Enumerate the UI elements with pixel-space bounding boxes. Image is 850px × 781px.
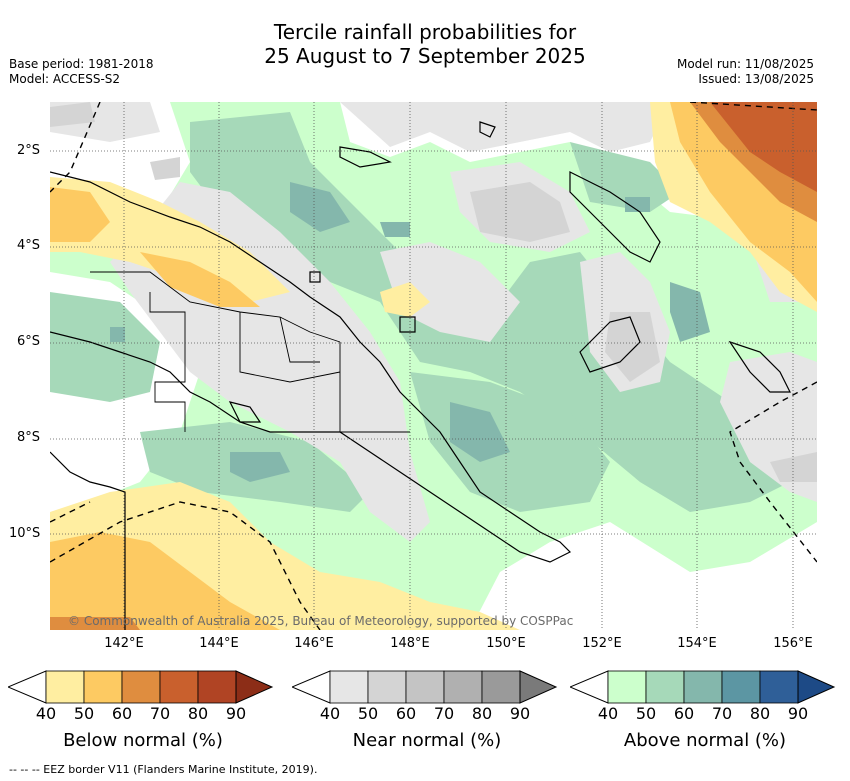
colorbar-near-normal — [290, 670, 558, 704]
lat-label-4s: 4°S — [17, 238, 41, 253]
colorbar-swatch — [519, 670, 558, 704]
colorbar-swatch — [329, 670, 369, 704]
lon-label-154e: 154°E — [677, 636, 717, 651]
tick: 60 — [673, 704, 695, 723]
lon-label-144e: 144°E — [199, 636, 239, 651]
run-info: Model run: 11/08/2025 Issued: 13/08/2025 — [677, 57, 814, 87]
tick: 70 — [711, 704, 733, 723]
eez-borders — [50, 102, 817, 630]
copyright-notice: © Commonwealth of Australia 2025, Bureau… — [68, 614, 574, 628]
tick: 40 — [597, 704, 619, 723]
tick: 60 — [395, 704, 417, 723]
lon-label-148e: 148°E — [390, 636, 430, 651]
lon-label-150e: 150°E — [486, 636, 526, 651]
lat-label-8s: 8°S — [17, 430, 41, 445]
colorbar-swatch — [481, 670, 521, 704]
caption-near-normal: Near normal (%) — [352, 730, 502, 751]
colorbar-swatch — [45, 670, 85, 704]
tick: 50 — [73, 704, 95, 723]
colorbar-swatch — [607, 670, 647, 704]
legend-below-normal: 40 50 60 70 80 90 Below normal (%) — [6, 670, 274, 751]
near-normal-50-60-region — [50, 102, 817, 482]
colorbar-swatch — [159, 670, 199, 704]
legend-near-normal: 40 50 60 70 80 90 Near normal (%) — [290, 670, 558, 751]
issued-date: Issued: 13/08/2025 — [698, 72, 814, 86]
tick: 40 — [319, 704, 341, 723]
tick: 90 — [509, 704, 531, 723]
model-run-date: Model run: 11/08/2025 — [676, 57, 814, 71]
below-normal-70-80-region — [710, 102, 817, 192]
colorbar-swatch — [121, 670, 161, 704]
colorbar-swatch — [683, 670, 723, 704]
coastlines — [50, 121, 791, 630]
tick: 80 — [749, 704, 771, 723]
lat-label-10s: 10°S — [9, 526, 41, 541]
colorbar-above-normal — [568, 670, 836, 704]
lon-label-156e: 156°E — [773, 636, 813, 651]
tick: 70 — [433, 704, 455, 723]
colorbar-swatch — [235, 670, 274, 704]
colorbar-swatch — [721, 670, 761, 704]
probability-map — [50, 102, 817, 630]
colorbar-swatch — [443, 670, 483, 704]
lon-label-146e: 146°E — [294, 636, 334, 651]
colorbar-below-normal — [6, 670, 274, 704]
lon-label-152e: 152°E — [582, 636, 622, 651]
lat-label-2s: 2°S — [17, 143, 41, 158]
model-info: Base period: 1981-2018 Model: ACCESS-S2 — [9, 57, 154, 87]
caption-above-normal: Above normal (%) — [623, 730, 787, 751]
colorbar-swatch — [797, 670, 836, 704]
tick: 60 — [111, 704, 133, 723]
lon-label-142e: 142°E — [104, 636, 144, 651]
above-normal-60-70-region — [110, 182, 710, 482]
eez-footnote: -- -- -- EEZ border V11 (Flanders Marine… — [9, 763, 318, 776]
caption-below-normal: Below normal (%) — [63, 730, 223, 751]
colorbar-swatch — [645, 670, 685, 704]
colorbar-swatch — [83, 670, 123, 704]
tick: 90 — [787, 704, 809, 723]
tick: 50 — [635, 704, 657, 723]
colorbar-swatch — [405, 670, 445, 704]
legend-above-normal: 40 50 60 70 80 90 Above normal (%) — [568, 670, 836, 751]
colorbar-swatch — [759, 670, 799, 704]
base-period: Base period: 1981-2018 — [9, 57, 154, 71]
tick: 80 — [471, 704, 493, 723]
colorbar-swatch — [197, 670, 237, 704]
model-name: Model: ACCESS-S2 — [9, 72, 121, 86]
tick: 80 — [187, 704, 209, 723]
colorbar-swatch — [367, 670, 407, 704]
title-line-2: 25 August to 7 September 2025 — [264, 44, 586, 68]
title-line-1: Tercile rainfall probabilities for — [273, 20, 577, 44]
tick: 40 — [35, 704, 57, 723]
map-title: Tercile rainfall probabilities for 25 Au… — [0, 20, 850, 68]
graticule — [50, 102, 817, 630]
lat-label-6s: 6°S — [17, 334, 41, 349]
boundaries — [90, 271, 410, 433]
tick: 70 — [149, 704, 171, 723]
tick: 50 — [357, 704, 379, 723]
tick: 90 — [225, 704, 247, 723]
